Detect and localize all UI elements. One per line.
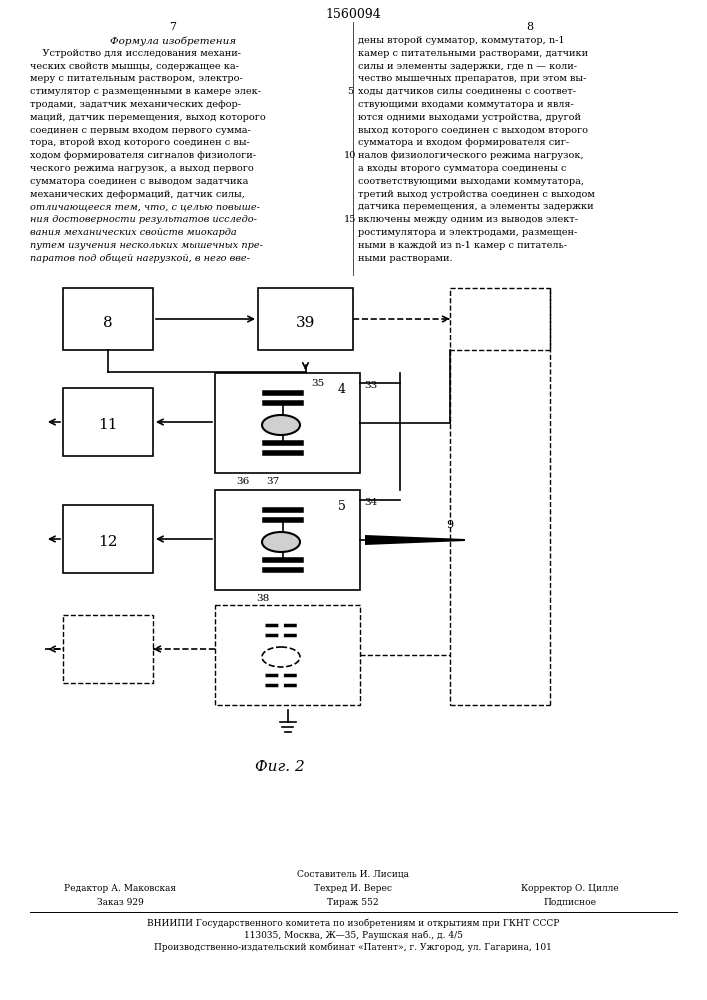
Text: 1560094: 1560094 xyxy=(325,8,381,21)
Bar xyxy=(215,490,360,590)
Bar xyxy=(63,288,153,350)
Text: паратов под общей нагрузкой, в него вве-: паратов под общей нагрузкой, в него вве- xyxy=(30,254,250,263)
Bar xyxy=(450,288,550,350)
Text: отличающееся тем, что, с целью повыше-: отличающееся тем, что, с целью повыше- xyxy=(30,202,260,211)
Text: соответствующими выходами коммутатора,: соответствующими выходами коммутатора, xyxy=(358,177,584,186)
Text: Заказ 929: Заказ 929 xyxy=(97,898,144,907)
Text: Подписное: Подписное xyxy=(544,898,597,907)
Text: 34: 34 xyxy=(364,498,378,507)
Text: 39: 39 xyxy=(296,316,315,330)
Text: тора, второй вход которого соединен с вы-: тора, второй вход которого соединен с вы… xyxy=(30,138,250,147)
Text: Производственно-издательский комбинат «Патент», г. Ужгород, ул. Гагарина, 101: Производственно-издательский комбинат «П… xyxy=(154,942,552,952)
Text: 8: 8 xyxy=(103,316,113,330)
Text: Тираж 552: Тираж 552 xyxy=(327,898,379,907)
Text: а входы второго сумматора соединены с: а входы второго сумматора соединены с xyxy=(358,164,566,173)
Text: 33: 33 xyxy=(364,381,378,390)
Polygon shape xyxy=(365,535,465,545)
Text: 12: 12 xyxy=(98,535,118,549)
Text: тродами, задатчик механических дефор-: тродами, задатчик механических дефор- xyxy=(30,100,241,109)
Text: выход которого соединен с выходом второго: выход которого соединен с выходом второг… xyxy=(358,126,588,135)
Text: дены второй сумматор, коммутатор, n-1: дены второй сумматор, коммутатор, n-1 xyxy=(358,36,565,45)
Text: меру с питательным раствором, электро-: меру с питательным раствором, электро- xyxy=(30,74,243,83)
Text: 35: 35 xyxy=(312,379,325,388)
Text: 11: 11 xyxy=(98,418,118,432)
Text: маций, датчик перемещения, выход которого: маций, датчик перемещения, выход которог… xyxy=(30,113,266,122)
Text: Редактор А. Маковская: Редактор А. Маковская xyxy=(64,884,176,893)
Text: 5: 5 xyxy=(338,500,346,513)
Text: стимулятор с размещенными в камере элек-: стимулятор с размещенными в камере элек- xyxy=(30,87,261,96)
Text: камер с питательными растворами, датчики: камер с питательными растворами, датчики xyxy=(358,49,588,58)
Text: третий выход устройства соединен с выходом: третий выход устройства соединен с выход… xyxy=(358,190,595,199)
Text: 9: 9 xyxy=(446,520,454,530)
Ellipse shape xyxy=(262,532,300,552)
Bar xyxy=(63,615,153,683)
Text: 36: 36 xyxy=(236,477,250,486)
Text: Фиг. 2: Фиг. 2 xyxy=(255,760,305,774)
Text: ются одними выходами устройства, другой: ются одними выходами устройства, другой xyxy=(358,113,581,122)
Text: путем изучения нескольких мышечных пре-: путем изучения нескольких мышечных пре- xyxy=(30,241,263,250)
Text: Формула изобретения: Формула изобретения xyxy=(110,36,236,45)
Text: Техред И. Верес: Техред И. Верес xyxy=(314,884,392,893)
Text: ными растворами.: ными растворами. xyxy=(358,254,452,263)
Text: чество мышечных препаратов, при этом вы-: чество мышечных препаратов, при этом вы- xyxy=(358,74,586,83)
Text: 37: 37 xyxy=(267,477,280,486)
Text: ческого режима нагрузок, а выход первого: ческого режима нагрузок, а выход первого xyxy=(30,164,254,173)
Text: 8: 8 xyxy=(527,22,534,32)
Text: ростимулятора и электродами, размещен-: ростимулятора и электродами, размещен- xyxy=(358,228,577,237)
Bar xyxy=(63,388,153,456)
Text: сумматора и входом формирователя сиг-: сумматора и входом формирователя сиг- xyxy=(358,138,569,147)
Text: 15: 15 xyxy=(344,215,356,224)
Text: сумматора соединен с выводом задатчика: сумматора соединен с выводом задатчика xyxy=(30,177,248,186)
Text: соединен с первым входом первого сумма-: соединен с первым входом первого сумма- xyxy=(30,126,251,135)
Text: ния достоверности результатов исследо-: ния достоверности результатов исследо- xyxy=(30,215,257,224)
Text: 10: 10 xyxy=(344,151,356,160)
Text: ствующими входами коммутатора и явля-: ствующими входами коммутатора и явля- xyxy=(358,100,574,109)
Text: ходом формирователя сигналов физиологи-: ходом формирователя сигналов физиологи- xyxy=(30,151,256,160)
Text: силы и элементы задержки, где n — коли-: силы и элементы задержки, где n — коли- xyxy=(358,62,577,71)
Text: вания механических свойств миокарда: вания механических свойств миокарда xyxy=(30,228,237,237)
Bar xyxy=(258,288,353,350)
Text: ВНИИПИ Государственного комитета по изобретениям и открытиям при ГКНТ СССР: ВНИИПИ Государственного комитета по изоб… xyxy=(147,918,559,928)
Text: Устройство для исследования механи-: Устройство для исследования механи- xyxy=(30,49,241,58)
Text: налов физиологического режима нагрузок,: налов физиологического режима нагрузок, xyxy=(358,151,583,160)
Text: Корректор О. Цилле: Корректор О. Цилле xyxy=(521,884,619,893)
Text: Составитель И. Лисица: Составитель И. Лисица xyxy=(297,870,409,879)
Text: ными в каждой из n-1 камер с питатель-: ными в каждой из n-1 камер с питатель- xyxy=(358,241,567,250)
Text: 113035, Москва, Ж—35, Раушская наб., д. 4/5: 113035, Москва, Ж—35, Раушская наб., д. … xyxy=(243,930,462,940)
Text: механических деформаций, датчик силы,: механических деформаций, датчик силы, xyxy=(30,190,245,199)
Bar xyxy=(215,605,360,705)
Bar xyxy=(63,505,153,573)
Text: датчика перемещения, а элементы задержки: датчика перемещения, а элементы задержки xyxy=(358,202,594,211)
Ellipse shape xyxy=(262,647,300,667)
Text: ходы датчиков силы соединены с соответ-: ходы датчиков силы соединены с соответ- xyxy=(358,87,576,96)
Text: 5: 5 xyxy=(347,87,353,96)
Text: включены между одним из выводов элект-: включены между одним из выводов элект- xyxy=(358,215,578,224)
Text: 7: 7 xyxy=(170,22,177,32)
Ellipse shape xyxy=(262,415,300,435)
Text: ческих свойств мышцы, содержащее ка-: ческих свойств мышцы, содержащее ка- xyxy=(30,62,239,71)
Text: 38: 38 xyxy=(257,594,269,603)
Bar xyxy=(215,373,360,473)
Text: 4: 4 xyxy=(338,383,346,396)
